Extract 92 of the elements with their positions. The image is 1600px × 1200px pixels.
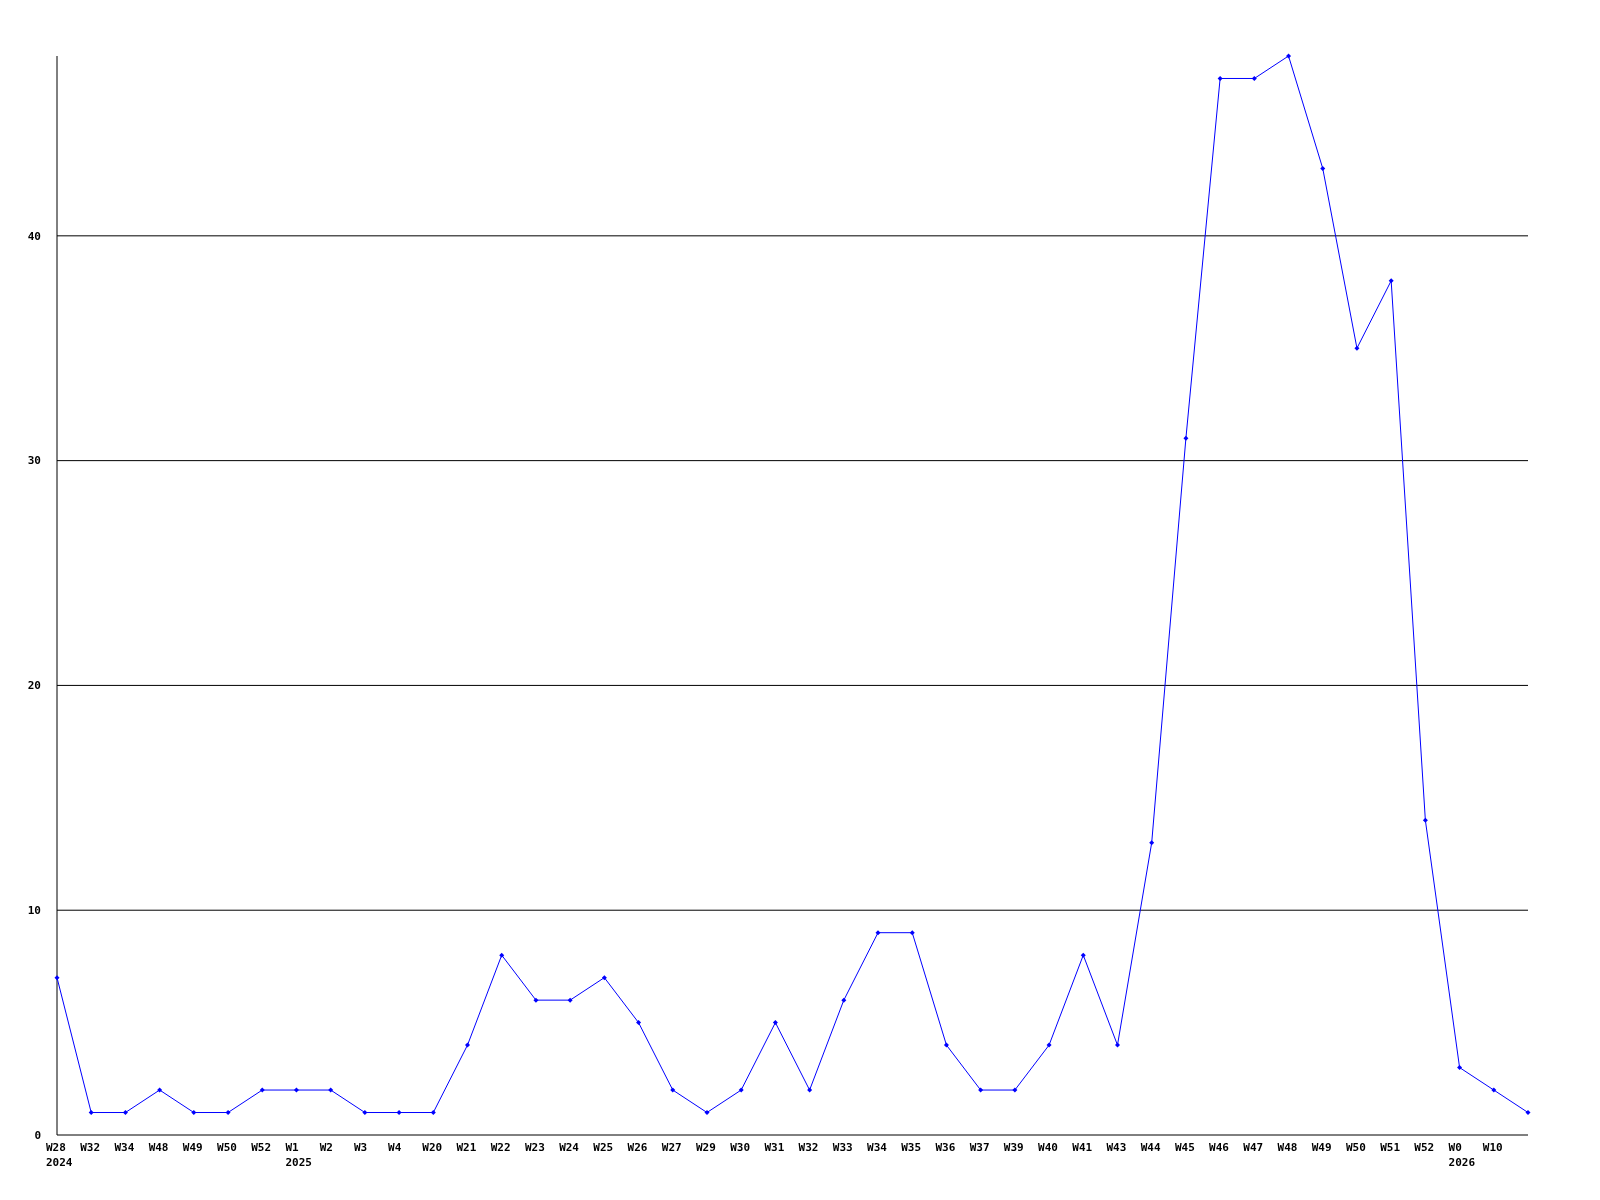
point [978,1087,984,1093]
point [1491,1087,1497,1093]
y-tick-label: 0 [34,1128,41,1142]
point [1525,1110,1531,1116]
point [499,952,505,958]
x-tick-label: W22 [490,1141,511,1154]
point [1251,75,1257,81]
y-tick-label: 20 [27,679,41,693]
x-tick-label: W34 [114,1141,135,1154]
x-tick-label: W24 [559,1141,580,1154]
point [1388,278,1394,284]
point [1320,165,1326,171]
x-tick-label: W32 [80,1141,101,1154]
point [430,1110,436,1116]
x-tick-label: W48 [148,1141,169,1154]
point [670,1087,676,1093]
x-tick-label: W0 2026 [1448,1141,1476,1169]
point [191,1110,197,1116]
x-tick-label: W37 [969,1141,990,1154]
x-tick-label: W48 [1277,1141,1298,1154]
point [293,1087,299,1093]
x-tick-label: W49 [182,1141,203,1154]
x-tick-label: W49 [1311,1141,1332,1154]
point [1286,53,1292,59]
point [909,930,915,936]
point [1114,1042,1120,1048]
x-tick-label: W32 [798,1141,819,1154]
point [54,975,60,981]
point [1354,345,1360,351]
point [465,1042,471,1048]
point [1012,1087,1018,1093]
x-tick-label: W29 [695,1141,716,1154]
point [943,1042,949,1048]
x-tick-label: W41 [1072,1141,1093,1154]
x-tick-label: W50 [1345,1141,1366,1154]
x-tick-label: W1 2025 [285,1141,312,1169]
point [772,1020,778,1026]
x-tick-label: W10 [1482,1141,1503,1154]
point [841,997,847,1003]
x-tick-label: W26 [627,1141,648,1154]
x-tick-label: W23 [524,1141,545,1154]
x-tick-label: W28 2024 [46,1141,73,1169]
point [636,1020,642,1026]
point [1183,435,1189,441]
x-tick-label: W45 [1174,1141,1195,1154]
x-tick-label: W46 [1209,1141,1230,1154]
x-tick-label: W39 [1003,1141,1024,1154]
x-tick-label: W52 [251,1141,272,1154]
y-tick-label: 40 [27,229,41,243]
x-tick-label: W27 [661,1141,682,1154]
x-tick-label: W52 [1414,1141,1435,1154]
point [1422,817,1428,823]
x-tick-label: W2 [319,1141,333,1154]
point [122,1110,128,1116]
point [875,930,881,936]
x-tick-label: W43 [1106,1141,1127,1154]
point [88,1110,94,1116]
x-tick-label: W3 [353,1141,368,1154]
point [225,1110,231,1116]
point [738,1087,744,1093]
x-tick-label: W47 [1243,1141,1264,1154]
x-tick-label: W30 [730,1141,751,1154]
point [1080,952,1086,958]
y-tick-label: 30 [27,454,41,468]
x-tick-label: W4 [388,1141,402,1154]
point [157,1087,163,1093]
point [1457,1065,1463,1071]
point [362,1110,368,1116]
x-tick-label: W25 [593,1141,614,1154]
point [259,1087,265,1093]
point [396,1110,402,1116]
point [1149,840,1155,846]
x-tick-label: W36 [935,1141,956,1154]
point [533,997,539,1003]
x-tick-label: W20 [422,1141,443,1154]
point [567,997,573,1003]
point [1217,75,1223,81]
y-tick-label: 10 [27,904,41,918]
point [807,1087,813,1093]
x-tick-label: W34 [867,1141,888,1154]
point [328,1087,334,1093]
x-tick-label: W33 [832,1141,853,1154]
x-tick-label: W35 [901,1141,922,1154]
x-tick-label: W44 [1140,1141,1161,1154]
x-tick-label: W31 [764,1141,785,1154]
x-tick-label: W40 [1038,1141,1058,1154]
x-tick-label: W51 [1380,1141,1401,1154]
x-tick-label: W21 [456,1141,477,1154]
point [601,975,607,981]
point [704,1110,710,1116]
x-tick-label: W50 [217,1141,237,1154]
point [1046,1042,1052,1048]
